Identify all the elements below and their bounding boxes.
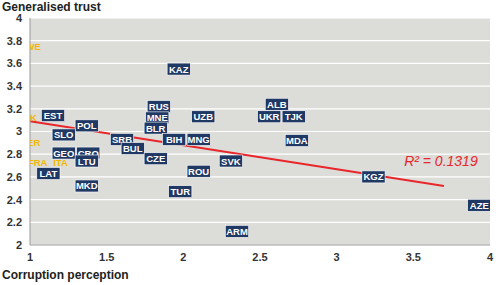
svg-text:2.8: 2.8	[8, 148, 22, 160]
svg-text:LAT: LAT	[40, 168, 58, 179]
svg-text:MNE: MNE	[146, 112, 168, 124]
svg-text:4: 4	[487, 251, 492, 263]
svg-text:2.6: 2.6	[8, 171, 22, 183]
svg-text:SLO: SLO	[54, 129, 74, 140]
svg-text:BUL: BUL	[123, 143, 143, 154]
svg-text:MNG: MNG	[188, 134, 210, 145]
svg-text:3.5: 3.5	[406, 251, 421, 263]
svg-text:2: 2	[16, 239, 22, 251]
svg-text:3.6: 3.6	[8, 57, 22, 69]
svg-text:R² = 0.1319: R² = 0.1319	[404, 153, 478, 169]
svg-text:TUR: TUR	[171, 186, 191, 197]
svg-text:MKD: MKD	[76, 180, 98, 191]
svg-text:MDA: MDA	[286, 135, 308, 146]
svg-text:SVK: SVK	[221, 156, 241, 167]
svg-text:LTU: LTU	[78, 156, 96, 167]
svg-text:ITA: ITA	[53, 157, 68, 168]
svg-text:RUS: RUS	[149, 101, 169, 112]
svg-text:3.4: 3.4	[8, 80, 23, 92]
svg-text:3.8: 3.8	[8, 35, 22, 47]
svg-text:ROU: ROU	[188, 166, 209, 177]
svg-text:CZE: CZE	[146, 153, 165, 164]
svg-text:SWE: SWE	[30, 41, 41, 52]
svg-text:1.5: 1.5	[99, 251, 114, 263]
svg-text:4: 4	[16, 12, 23, 24]
svg-text:GER: GER	[30, 137, 40, 148]
svg-text:POL: POL	[77, 120, 97, 131]
svg-text:AZE: AZE	[470, 200, 489, 211]
html-text:Corruption perception: Corruption perception	[2, 268, 129, 282]
svg-text:ALB: ALB	[267, 99, 287, 110]
svg-text:BIH: BIH	[166, 134, 183, 145]
svg-text:EST: EST	[44, 110, 63, 121]
svg-text:KGZ: KGZ	[363, 171, 383, 182]
svg-text:3.2: 3.2	[8, 103, 22, 115]
svg-text:1: 1	[27, 251, 33, 263]
svg-text:TJK: TJK	[285, 111, 303, 122]
svg-text:2.2: 2.2	[8, 216, 22, 228]
svg-text:BLR: BLR	[146, 123, 166, 134]
svg-text:ARM: ARM	[226, 226, 248, 237]
html-text:GEO CRO: GEO CRO	[53, 147, 99, 159]
svg-text:KAZ: KAZ	[169, 64, 189, 75]
svg-text:FRA: FRA	[30, 157, 48, 168]
svg-text:2.4: 2.4	[8, 194, 23, 206]
svg-text:3: 3	[16, 125, 22, 137]
svg-text:SRB: SRB	[112, 133, 132, 145]
svg-text:UZB: UZB	[194, 111, 214, 122]
html-text:Generalised trust: Generalised trust	[2, 0, 101, 14]
svg-text:2.5: 2.5	[252, 251, 267, 263]
svg-text:3: 3	[334, 251, 340, 263]
svg-text:UKR: UKR	[259, 111, 280, 122]
svg-text:UK: UK	[30, 112, 37, 123]
svg-text:2: 2	[180, 251, 186, 263]
